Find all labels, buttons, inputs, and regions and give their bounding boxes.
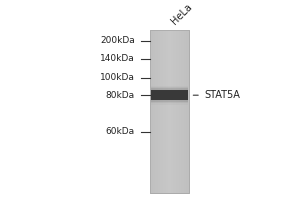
Text: 60kDa: 60kDa [106, 127, 135, 136]
Bar [173, 30, 175, 193]
Bar [157, 30, 158, 193]
Bar [151, 87, 188, 103]
Bar [177, 30, 178, 193]
Text: 140kDa: 140kDa [100, 54, 135, 63]
Bar [172, 30, 173, 193]
Bar [150, 30, 151, 193]
Text: 80kDa: 80kDa [106, 91, 135, 100]
Bar [178, 30, 180, 193]
Bar [158, 30, 159, 193]
Bar [171, 30, 172, 193]
Bar [166, 30, 167, 193]
Text: 200kDa: 200kDa [100, 36, 135, 45]
Text: HeLa: HeLa [169, 1, 194, 26]
Bar [151, 90, 188, 100]
Bar [160, 30, 162, 193]
Bar [168, 30, 169, 193]
Bar [150, 30, 189, 193]
Bar [150, 30, 189, 193]
Bar [182, 30, 184, 193]
Bar [169, 30, 171, 193]
Text: STAT5A: STAT5A [204, 90, 240, 100]
Bar [163, 30, 164, 193]
Bar [167, 30, 168, 193]
Bar [155, 30, 157, 193]
Bar [151, 30, 153, 193]
Bar [151, 88, 188, 102]
Bar [181, 30, 182, 193]
Bar [185, 30, 186, 193]
Bar [184, 30, 185, 193]
Bar [186, 30, 188, 193]
Bar [176, 30, 177, 193]
Bar [162, 30, 163, 193]
Bar [151, 86, 188, 105]
Bar [175, 30, 176, 193]
Bar [159, 30, 160, 193]
Bar [154, 30, 155, 193]
Bar [153, 30, 154, 193]
Bar [188, 30, 189, 193]
Bar [180, 30, 181, 193]
Bar [164, 30, 166, 193]
Text: 100kDa: 100kDa [100, 73, 135, 82]
